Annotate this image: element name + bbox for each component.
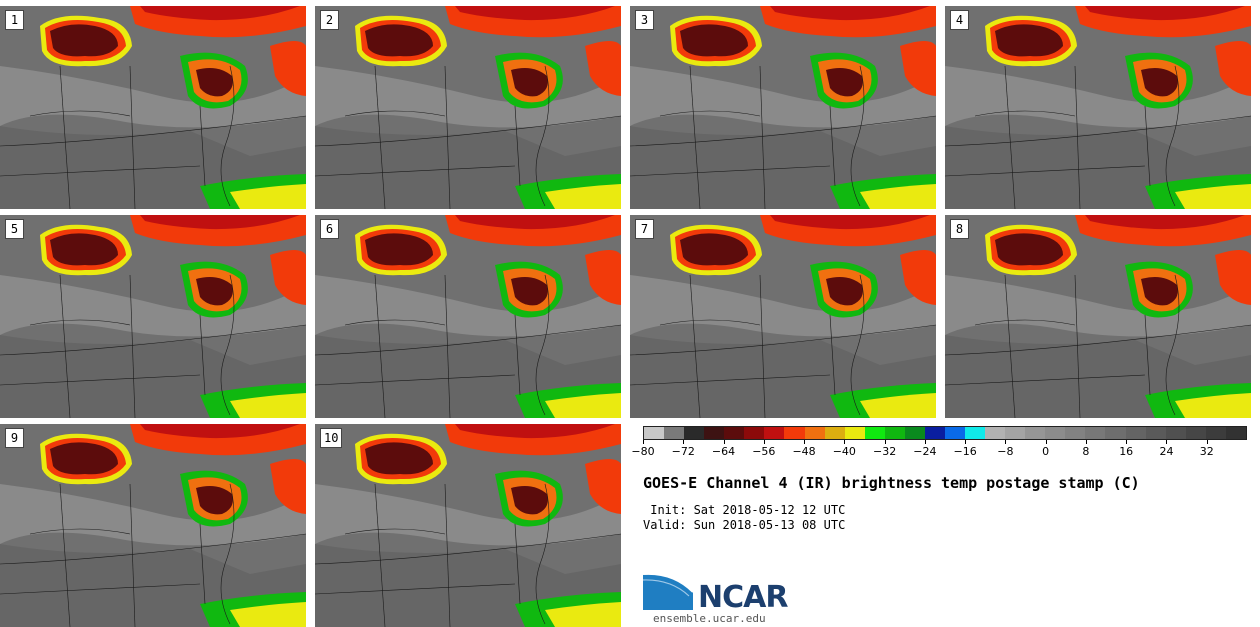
satellite-map-5 [0, 215, 306, 418]
colorbar [643, 426, 1247, 440]
colorbar-segment [644, 427, 665, 439]
colorbar-segment [1125, 427, 1146, 439]
satellite-map-7 [630, 215, 936, 418]
site-url: ensemble.ucar.edu [653, 612, 766, 625]
colorbar-segment [904, 427, 925, 439]
colorbar-tick-label: −48 [792, 445, 816, 458]
satellite-map-8 [945, 215, 1251, 418]
colorbar-segment [924, 427, 945, 439]
colorbar-tick [1166, 440, 1168, 444]
colorbar-tick [723, 440, 725, 444]
colorbar-tick-label: 24 [1159, 445, 1174, 458]
stamp-panel-2: 2 [315, 6, 621, 209]
colorbar-tick-label: −40 [832, 445, 856, 458]
colorbar-segment [1145, 427, 1166, 439]
init-time: Init: Sat 2018-05-12 12 UTC [643, 503, 846, 517]
colorbar-tick [1005, 440, 1007, 444]
colorbar-tick-label: −32 [872, 445, 897, 458]
stamp-panel-9: 9 [0, 424, 306, 627]
colorbar-segment [1045, 427, 1066, 439]
colorbar-tick-label: 16 [1119, 445, 1134, 458]
stamp-panel-10: 10 [315, 424, 621, 627]
colorbar-segment [884, 427, 905, 439]
colorbar-tick-label: −56 [752, 445, 776, 458]
colorbar-segment [1105, 427, 1126, 439]
colorbar-tick-label: −80 [631, 445, 655, 458]
colorbar-tick-label: −24 [913, 445, 937, 458]
colorbar-segment [1185, 427, 1206, 439]
colorbar-tick [884, 440, 886, 444]
colorbar-segment [704, 427, 725, 439]
colorbar-tick [965, 440, 967, 444]
satellite-map-4 [945, 6, 1251, 209]
colorbar-tick [643, 440, 644, 444]
colorbar-segment [1225, 427, 1246, 439]
figure-title: GOES-E Channel 4 (IR) brightness temp po… [643, 474, 1140, 492]
stamp-panel-4: 4 [945, 6, 1251, 209]
colorbar-segment [684, 427, 705, 439]
colorbar-segment [965, 427, 986, 439]
satellite-map-2 [315, 6, 621, 209]
satellite-map-9 [0, 424, 306, 627]
colorbar-tick [763, 440, 765, 444]
valid-time: Valid: Sun 2018-05-13 08 UTC [643, 518, 846, 532]
colorbar-segment [1025, 427, 1046, 439]
colorbar-tick [844, 440, 846, 444]
stamp-number: 5 [5, 219, 24, 239]
colorbar-tick [1126, 440, 1128, 444]
colorbar-segment [844, 427, 865, 439]
colorbar-segment [944, 427, 965, 439]
colorbar-tick-label: 32 [1199, 445, 1214, 458]
colorbar-segment [1085, 427, 1106, 439]
stamp-number: 3 [635, 10, 654, 30]
satellite-map-10 [315, 424, 621, 627]
colorbar-segment [1065, 427, 1086, 439]
stamp-number: 7 [635, 219, 654, 239]
colorbar-segment [724, 427, 745, 439]
colorbar-tick [924, 440, 926, 444]
stamp-number: 2 [320, 10, 339, 30]
satellite-map-6 [315, 215, 621, 418]
colorbar-segment [864, 427, 885, 439]
stamp-number: 8 [950, 219, 969, 239]
colorbar-tick [804, 440, 806, 444]
stamp-number: 6 [320, 219, 339, 239]
ncar-logo-icon [643, 572, 694, 610]
colorbar-segment [804, 427, 825, 439]
colorbar-segment [1165, 427, 1186, 439]
ncar-logo-text: NCAR [698, 580, 788, 615]
colorbar-tick-label: 0 [1042, 445, 1050, 458]
stamp-panel-5: 5 [0, 215, 306, 418]
colorbar-tick-label: −16 [953, 445, 977, 458]
colorbar-segment [784, 427, 805, 439]
satellite-map-3 [630, 6, 936, 209]
colorbar-segment [824, 427, 845, 439]
stamp-number: 9 [5, 428, 24, 448]
colorbar-tick [683, 440, 685, 444]
colorbar-segment [764, 427, 785, 439]
stamp-panel-6: 6 [315, 215, 621, 418]
satellite-map-1 [0, 6, 306, 209]
colorbar-tick-label: 8 [1082, 445, 1090, 458]
colorbar-tick-label: −64 [711, 445, 736, 458]
colorbar-tick-label: −72 [671, 445, 695, 458]
stamp-panel-3: 3 [630, 6, 936, 209]
colorbar-ticks: −80 −72 −64 −56 −48 −40 −32 −24 −16 −8 0 8 16 24 32 [631, 440, 1247, 458]
colorbar-tick [1206, 440, 1208, 444]
colorbar-segment [1205, 427, 1226, 439]
colorbar-tick [1045, 440, 1047, 444]
colorbar-segment [1005, 427, 1026, 439]
stamp-panel-7: 7 [630, 215, 936, 418]
stamp-panel-1: 1 [0, 6, 306, 209]
colorbar-segment [744, 427, 765, 439]
colorbar-segment [985, 427, 1006, 439]
stamp-panel-8: 8 [945, 215, 1251, 418]
colorbar-segment [664, 427, 685, 439]
stamp-number: 4 [950, 10, 969, 30]
stamp-number: 1 [5, 10, 24, 30]
stamp-number: 10 [320, 428, 343, 448]
colorbar-tick [1085, 440, 1087, 444]
colorbar-tick-label: −8 [997, 445, 1014, 458]
